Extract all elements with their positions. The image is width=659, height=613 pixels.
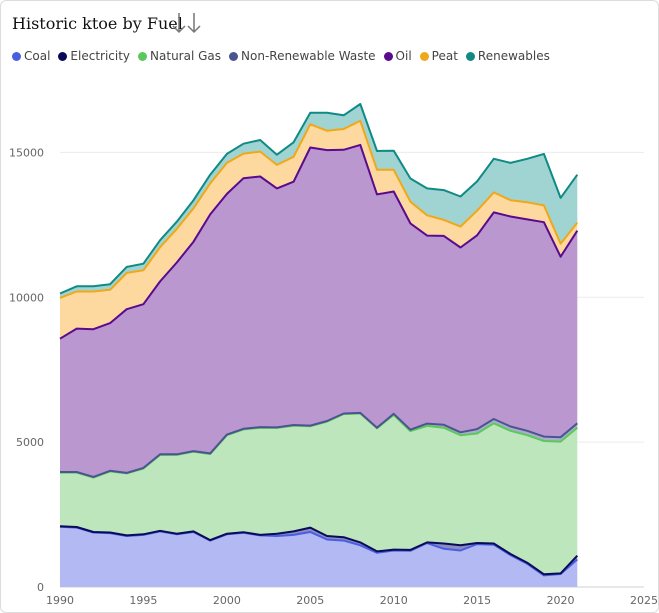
line-electricity[interactable] (59, 525, 579, 576)
area-fills (60, 104, 578, 587)
line-non-renewable-waste[interactable] (60, 411, 578, 478)
legend-item-oil[interactable]: Oil (383, 49, 412, 63)
legend-label: Oil (395, 49, 412, 63)
legend-item-coal[interactable]: Coal (12, 49, 50, 63)
legend-label: Renewables (477, 49, 550, 63)
area-coal[interactable] (60, 526, 578, 587)
line-peat[interactable] (59, 119, 579, 299)
y-tick-label: 5000 (16, 436, 44, 449)
chart-title: Historic ktoe by Fuel (12, 14, 183, 33)
legend-dot (383, 51, 393, 61)
x-tick-label: 2020 (547, 594, 575, 607)
legend-item-peat[interactable]: Peat (419, 49, 458, 63)
area-natural-gas[interactable] (60, 413, 578, 575)
axis-labels: 0 5000 10000 15000 1990 1995 2000 2005 2010 2015 2… (9, 146, 658, 607)
legend-dot (12, 51, 21, 61)
legend-item-non-renewable-waste[interactable]: Non-Renewable Waste (229, 49, 376, 63)
legend-dot (229, 51, 239, 61)
legend-item-electricity[interactable]: Electricity (58, 49, 130, 63)
x-tick-label: 2010 (380, 594, 408, 607)
sort-down-arrows-icon[interactable] (170, 10, 204, 36)
x-tick-label: 2000 (213, 594, 241, 607)
legend-label: Electricity (70, 49, 131, 63)
line-renewables[interactable] (59, 103, 579, 295)
legend-dot (58, 51, 68, 61)
series-lines (59, 103, 579, 577)
legend-label: Non-Renewable Waste (241, 49, 376, 63)
legend-dot (465, 51, 475, 61)
legend-item-renewables[interactable]: Renewables (465, 49, 550, 63)
x-tick-label: 2005 (296, 594, 324, 607)
x-tick-label: 2015 (463, 594, 491, 607)
area-oil[interactable] (60, 144, 578, 477)
line-oil[interactable] (59, 143, 579, 340)
x-tick-label: 1995 (129, 594, 157, 607)
legend-dot (138, 51, 148, 61)
x-tick-label: 1990 (46, 594, 74, 607)
legend: Coal Electricity Natural Gas Non-Renewable … (12, 49, 550, 63)
legend-label: Natural Gas (150, 49, 222, 63)
x-tick-label: 2025 (630, 594, 658, 607)
area-renewables[interactable] (60, 104, 578, 298)
legend-item-natural-gas[interactable]: Natural Gas (138, 49, 221, 63)
y-tick-label: 10000 (9, 291, 44, 304)
area-peat[interactable] (60, 120, 578, 339)
legend-label: Coal (24, 49, 51, 63)
y-tick-label: 0 (37, 581, 44, 594)
legend-label: Peat (431, 49, 458, 63)
y-tick-label: 15000 (9, 146, 44, 159)
legend-dot (419, 51, 429, 61)
